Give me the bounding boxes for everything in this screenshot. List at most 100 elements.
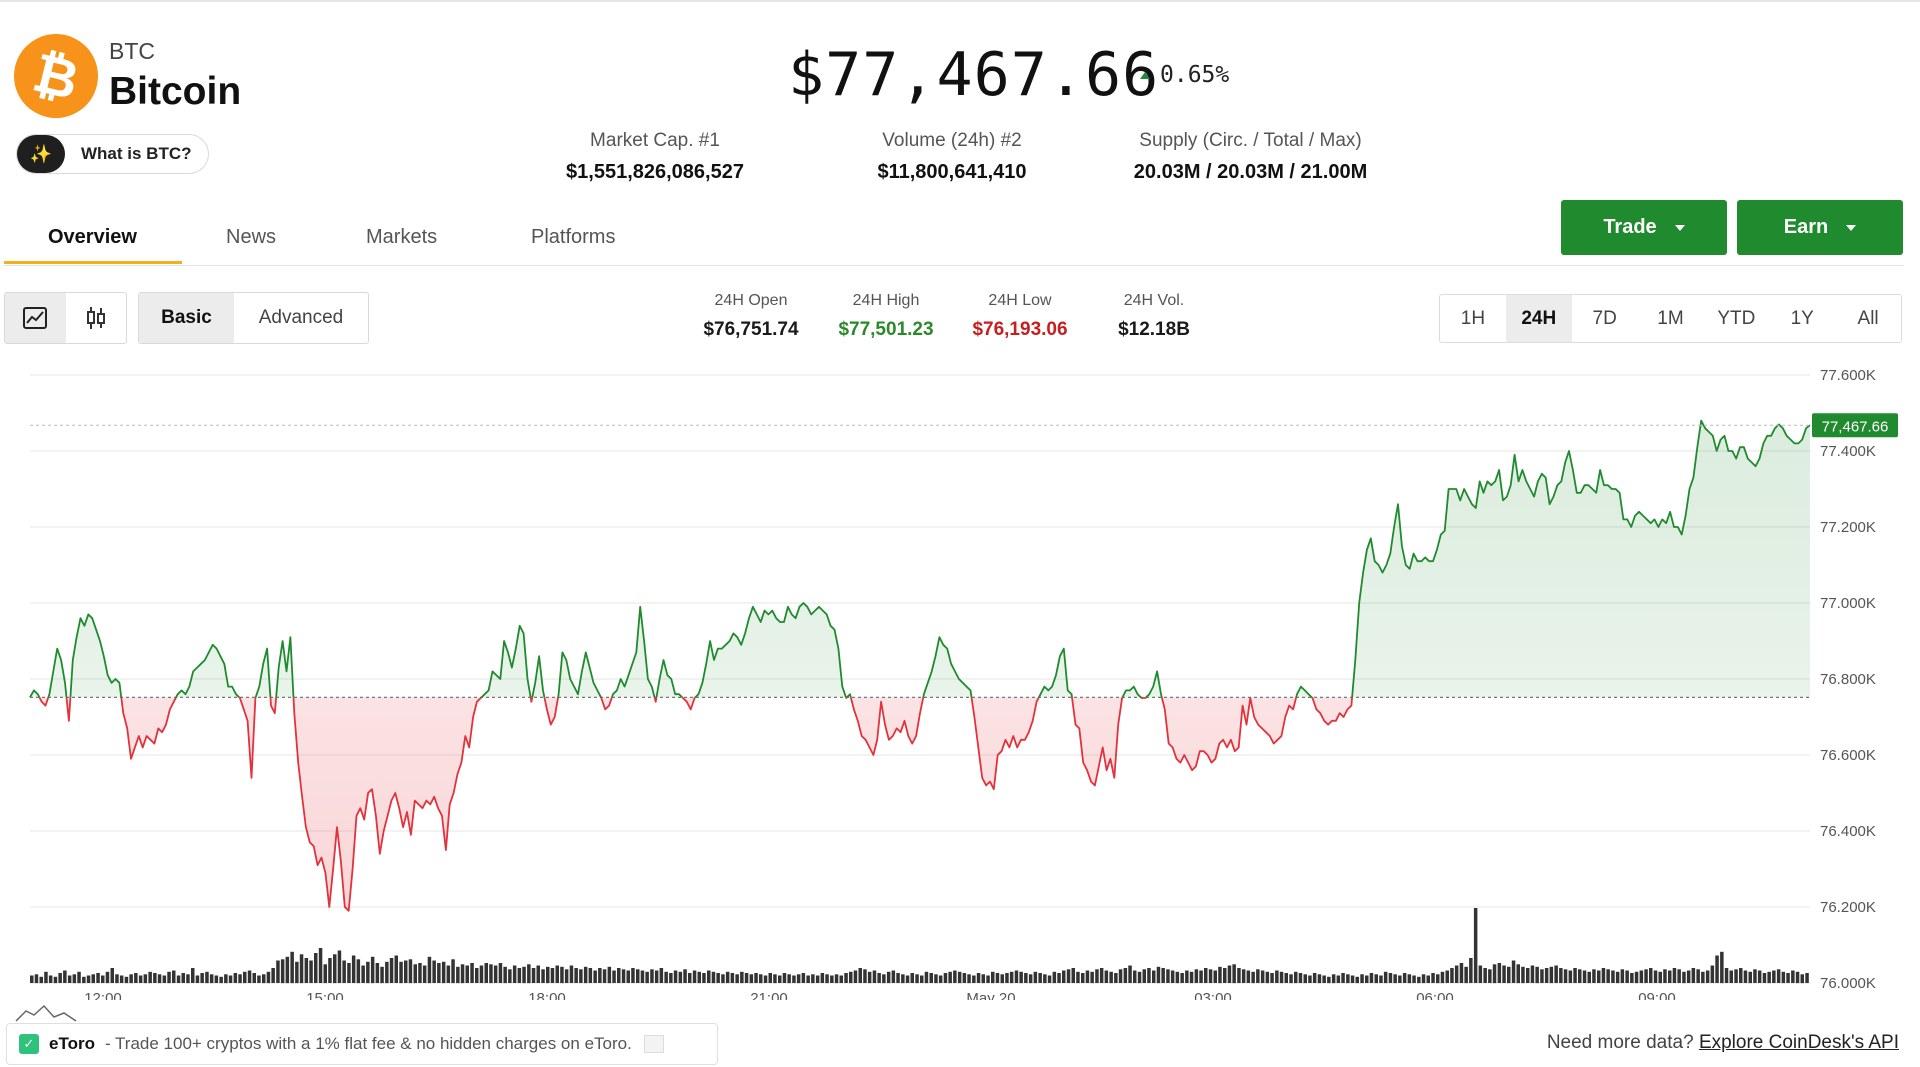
volume-bar [1686,970,1691,983]
volume-bar [209,974,214,984]
tab-markets[interactable]: Markets [366,226,438,248]
line-chart-icon[interactable] [5,293,66,343]
volume-bar [1563,969,1568,983]
volume-bar [1223,968,1227,983]
sponsor-banner[interactable]: ✓ eToro - Trade 100+ cryptos with a 1% f… [6,1023,718,1065]
range-ytd[interactable]: YTD [1717,307,1756,329]
volume-bar [1066,969,1071,983]
24h-low-value: $76,193.06 [972,319,1068,340]
volume-bar [1682,971,1686,984]
volume-bar [1000,974,1004,984]
volume-bar [697,971,701,984]
chart-mode-toggle: Basic Advanced [138,292,369,344]
volume-bar [711,971,716,984]
volume-bar [1691,968,1696,983]
volume-bar [1502,965,1506,983]
volume-bar [924,971,929,984]
volume-bar [1137,971,1142,984]
supply-value: 20.03M / 20.03M / 21.00M [1133,161,1368,183]
volume-bar [1005,973,1009,983]
volume-bar [1379,975,1383,983]
volume-bar [451,959,455,984]
range-24h[interactable]: 24H [1505,295,1572,342]
range-1h[interactable]: 1H [1460,307,1486,329]
mode-advanced-button[interactable]: Advanced [258,307,344,328]
volume-bar [418,963,422,983]
volume-bar [1653,970,1658,983]
volume-bar [399,961,403,984]
range-all[interactable]: All [1857,307,1879,329]
mini-chart-icon [15,1004,77,1022]
volume-bar [730,973,735,983]
volume-bar [1133,970,1137,983]
volume-bar [124,976,129,984]
volume-bar [470,963,474,983]
y-tick-label: 76.800K [1820,671,1876,688]
mode-basic-button[interactable]: Basic [139,293,234,343]
api-link[interactable]: Explore CoinDesk's API [1698,1032,1899,1053]
price-line-up [29,419,1811,698]
volume-bar [967,974,971,984]
candlestick-icon[interactable] [66,293,127,343]
volume-bar [1232,964,1236,984]
volume-bar [1772,970,1776,983]
volume-bar [456,966,460,984]
what-is-btc-button[interactable]: ✨ What is BTC? [16,134,209,174]
volume-bar [863,969,867,983]
x-tick-label: 21:00 [750,990,788,1000]
volume-bar [422,965,427,983]
volume-bar [1417,976,1421,984]
earn-button[interactable]: Earn [1737,200,1903,255]
volume-bar [1611,970,1615,983]
volume-bar [948,971,952,984]
volume-bar [427,956,432,984]
volume-bar [493,965,498,983]
24h-high-stat: 24H High $77,501.23 [825,292,947,341]
volume-bar [1407,974,1412,984]
volume-bar [53,976,58,984]
volume-bar [1615,971,1620,984]
y-tick-label: 77.200K [1820,519,1876,536]
volume-bar [1057,973,1061,983]
volume-bar [1701,971,1705,984]
volume-bar [991,971,995,984]
volume-bar [1218,966,1222,984]
tab-overview[interactable]: Overview [48,226,137,248]
tab-platforms[interactable]: Platforms [531,226,616,248]
range-1m[interactable]: 1M [1657,307,1684,329]
volume-bar [309,960,313,983]
volume-bar [437,963,441,983]
chevron-down-icon [1674,224,1685,231]
volume-bar [162,975,167,983]
volume-bar [692,970,697,983]
volume-bar [1374,974,1378,984]
x-tick-label: 09:00 [1638,990,1676,1000]
volume-bar [167,971,171,984]
volume-bar [1781,971,1786,984]
volume-bar [1294,971,1298,984]
volume-bar [1677,969,1681,983]
volume-bar [664,971,668,984]
volume-bar [1578,969,1582,983]
volume-bar [1483,968,1487,983]
24h-volume-value: $12.18B [1118,319,1190,340]
y-tick-label: 76.000K [1820,975,1876,992]
range-7d[interactable]: 7D [1592,307,1617,329]
volume-bar [1767,971,1771,984]
range-1y[interactable]: 1Y [1790,307,1814,329]
volume-bar [1791,970,1795,983]
volume-bar [484,963,488,983]
market-cap-value: $1,551,826,086,527 [566,161,744,183]
volume-bar [465,965,469,983]
price-chart[interactable]: 77.600K 77.400K 77.200K 77.000K 76.800K 76.60… [0,360,1920,1000]
tab-news[interactable]: News [226,226,277,248]
volume-bar [1033,971,1038,984]
volume-bar [1369,973,1374,983]
trade-button[interactable]: Trade [1561,200,1727,255]
volume-bar [1104,970,1109,983]
volume-bar [744,973,749,983]
volume-bar [683,969,687,983]
volume-bar [607,966,612,984]
volume-bar [460,964,465,984]
volume-bar [475,968,479,983]
